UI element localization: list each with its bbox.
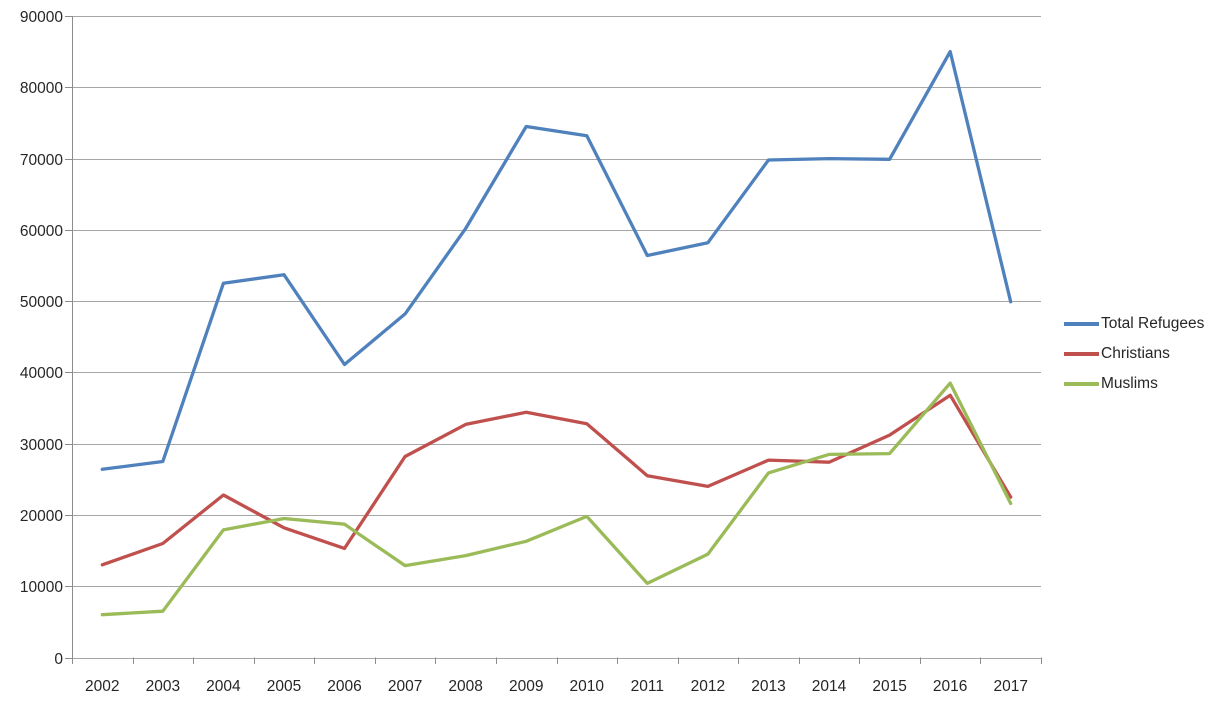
x-axis-label: 2009 bbox=[509, 678, 543, 695]
y-axis-label: 60000 bbox=[20, 223, 63, 240]
legend-label-total-refugees: Total Refugees bbox=[1101, 315, 1205, 333]
legend-label-muslims: Muslims bbox=[1101, 375, 1158, 393]
x-axis-label: 2005 bbox=[267, 678, 301, 695]
chart-legend: Total Refugees Christians Muslims bbox=[1064, 309, 1204, 399]
y-axis-label: 30000 bbox=[20, 437, 63, 454]
x-axis-label: 2007 bbox=[388, 678, 422, 695]
legend-item-muslims: Muslims bbox=[1064, 369, 1204, 399]
y-axis-label: 20000 bbox=[20, 508, 63, 525]
x-axis-label: 2006 bbox=[327, 678, 361, 695]
x-axis-label: 2011 bbox=[631, 678, 664, 695]
legend-item-total-refugees: Total Refugees bbox=[1064, 309, 1204, 339]
x-axis-label: 2013 bbox=[751, 678, 785, 695]
x-axis-label: 2014 bbox=[812, 678, 847, 695]
x-axis-label: 2010 bbox=[570, 678, 605, 695]
y-axis-label: 50000 bbox=[20, 294, 63, 311]
y-axis-label: 10000 bbox=[20, 579, 63, 596]
series-line-muslims bbox=[100, 381, 1013, 617]
x-axis-label: 2008 bbox=[448, 678, 482, 695]
x-axis-label: 2003 bbox=[146, 678, 180, 695]
x-axis-label: 2002 bbox=[85, 678, 119, 695]
legend-line-swatch-total-refugees bbox=[1064, 322, 1099, 326]
y-axis-label: 70000 bbox=[20, 152, 63, 169]
y-axis-label: 90000 bbox=[20, 9, 63, 26]
x-axis-label: 2016 bbox=[933, 678, 967, 695]
legend-line-swatch-christians bbox=[1064, 352, 1099, 356]
series-line-total-refugees bbox=[100, 49, 1013, 471]
legend-line-swatch-muslims bbox=[1064, 382, 1099, 386]
y-axis-label: 80000 bbox=[20, 80, 63, 97]
legend-item-christians: Christians bbox=[1064, 339, 1204, 369]
y-axis-label: 0 bbox=[54, 651, 63, 668]
x-axis-label: 2012 bbox=[691, 678, 725, 695]
y-axis-label: 40000 bbox=[20, 365, 63, 382]
legend-label-christians: Christians bbox=[1101, 345, 1170, 363]
x-axis-label: 2004 bbox=[206, 678, 241, 695]
series-line-christians bbox=[100, 393, 1013, 567]
x-axis-label: 2015 bbox=[872, 678, 906, 695]
x-axis-label: 2017 bbox=[993, 678, 1027, 695]
